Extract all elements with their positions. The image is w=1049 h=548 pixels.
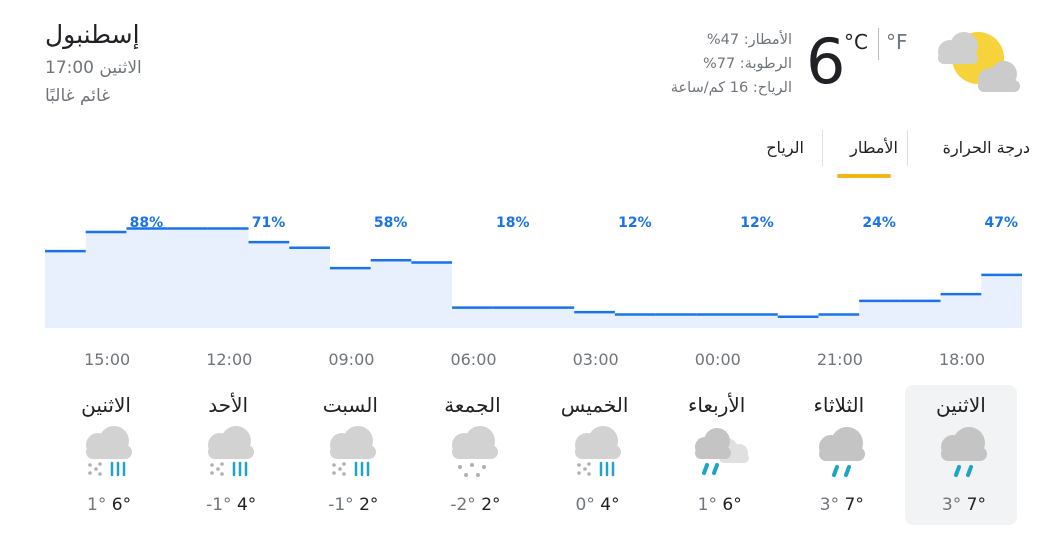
- forecast-temps: 3° 7°: [905, 495, 1017, 515]
- forecast-temps: 0° 4°: [539, 495, 651, 515]
- forecast-low-temp: 1°: [87, 495, 107, 515]
- humidity-value: الرطوبة: 77%: [702, 56, 792, 72]
- forecast-low-temp: -1°: [328, 495, 354, 515]
- forecast-day-name: الاثنين: [936, 393, 986, 417]
- percent-label: 58%: [374, 215, 408, 231]
- wind-value: الرياح: 16 كم/ساعة: [670, 80, 792, 96]
- forecast-low-temp: 3°: [819, 495, 840, 515]
- forecast-high-temp: 6°: [722, 495, 742, 515]
- chart-tabs: درجة الحرارة الأمطار الرياح: [740, 130, 1030, 180]
- forecast-high-temp: 6°: [111, 495, 132, 515]
- forecast-low-temp: 1°: [697, 495, 717, 515]
- forecast-day-card[interactable]: الثلاثاء 3° 7°: [783, 385, 895, 525]
- forecast-day-name: الثلاثاء: [813, 393, 865, 417]
- forecast-high-temp: 4°: [600, 495, 620, 515]
- percent-label: 71%: [252, 215, 286, 231]
- forecast-low-temp: -2°: [450, 495, 476, 515]
- rain-cloud-icon: [809, 425, 873, 481]
- tab-divider: [822, 130, 823, 166]
- forecast-temps: -2° 2°: [416, 495, 528, 515]
- selected-tab-indicator: [837, 174, 891, 178]
- precipitation-chart: 47% 24% 12% 12% 18% 58% 71% 88% 18:00 21:00 00:00 0…: [0, 190, 1049, 390]
- precipitation-chart-svg: 47% 24% 12% 12% 18% 58% 71% 88% 18:00 21:00 00:00 0…: [45, 215, 1022, 369]
- forecast-temps: 1° 6°: [50, 495, 162, 515]
- sleet-cloud-icon: [565, 425, 629, 481]
- tab-temperature[interactable]: درجة الحرارة: [942, 138, 1030, 157]
- precipitation-area: [45, 228, 1022, 328]
- forecast-high-temp: 7°: [966, 495, 986, 515]
- celsius-unit[interactable]: °C: [844, 30, 868, 54]
- snow-cloud-icon: [442, 425, 506, 481]
- forecast-day-name: الاثنين: [81, 393, 131, 417]
- sleet-cloud-icon: [198, 425, 262, 481]
- time-label: 00:00: [695, 350, 741, 369]
- rain-partly-cloudy-icon: [687, 425, 751, 481]
- partly-cloudy-sun-icon: [932, 30, 1024, 94]
- forecast-day-card[interactable]: الاثنين 1° 6°: [50, 385, 162, 525]
- forecast-high-temp: 4°: [236, 495, 257, 515]
- sleet-cloud-icon: [320, 425, 384, 481]
- time-label: 15:00: [84, 350, 130, 369]
- forecast-temps: 3° 7°: [783, 495, 895, 515]
- forecast-day-name: السبت: [322, 393, 378, 417]
- forecast-day-name: الأحد: [208, 393, 249, 417]
- time-label: 21:00: [817, 350, 863, 369]
- percent-label: 18%: [496, 215, 530, 231]
- forecast-low-temp: -1°: [206, 495, 232, 515]
- precipitation-value: الأمطار: 47%: [706, 32, 792, 48]
- city-name: إسطنبول: [45, 20, 140, 49]
- forecast-day-name: الأربعاء: [688, 393, 746, 417]
- time-label: 09:00: [328, 350, 374, 369]
- forecast-day-card[interactable]: الأحد -1° 4°: [172, 385, 284, 525]
- forecast-high-temp: 2°: [359, 495, 379, 515]
- forecast-temps: 1° 6°: [661, 495, 773, 515]
- forecast-high-temp: 2°: [481, 495, 501, 515]
- time-label: 06:00: [450, 350, 496, 369]
- forecast-high-temp: 7°: [844, 495, 864, 515]
- current-datetime: الاثنين 17:00: [45, 58, 142, 78]
- forecast-temps: -1° 4°: [172, 495, 284, 515]
- forecast-day-card[interactable]: الخميس 0° 4°: [539, 385, 651, 525]
- forecast-temps: -1° 2°: [294, 495, 406, 515]
- time-label: 03:00: [573, 350, 619, 369]
- tab-divider: [907, 130, 908, 166]
- weather-details: الأمطار: 47% الرطوبة: 77% الرياح: 16 كم/…: [640, 28, 792, 100]
- forecast-low-temp: 0°: [575, 495, 595, 515]
- rain-cloud-icon: [931, 425, 995, 481]
- unit-divider: [878, 28, 879, 60]
- forecast-day-card[interactable]: الاثنين 3° 7°: [904, 385, 1017, 525]
- percent-label: 12%: [618, 215, 652, 231]
- forecast-day-card[interactable]: الجمعة -2° 2°: [416, 385, 528, 525]
- forecast-day-name: الجمعة: [444, 393, 501, 417]
- time-label: 18:00: [939, 350, 985, 369]
- weather-condition: غائم غالبًا: [45, 86, 111, 106]
- percent-label: 12%: [740, 215, 774, 231]
- current-temperature: 6: [806, 25, 846, 98]
- forecast-day-card[interactable]: الأربعاء 1° 6°: [661, 385, 773, 525]
- percent-label: 47%: [984, 215, 1018, 231]
- percent-label: 24%: [862, 215, 896, 231]
- tab-wind[interactable]: الرياح: [766, 138, 804, 157]
- fahrenheit-unit[interactable]: °F: [886, 30, 908, 54]
- forecast-day-name: الخميس: [560, 393, 629, 417]
- sleet-cloud-icon: [76, 425, 140, 481]
- time-label: 12:00: [206, 350, 252, 369]
- percent-label: 88%: [130, 215, 164, 231]
- forecast-low-temp: 3°: [941, 495, 962, 515]
- tab-precipitation[interactable]: الأمطار: [850, 138, 898, 157]
- forecast-day-card[interactable]: السبت -1° 2°: [294, 385, 406, 525]
